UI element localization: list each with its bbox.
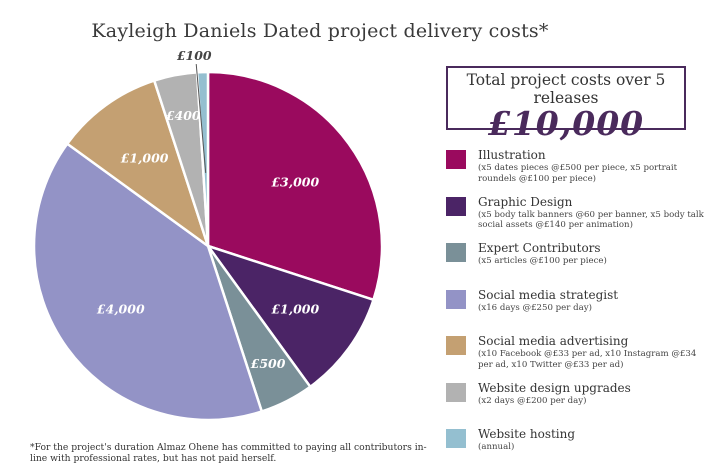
legend-name: Graphic Design (478, 194, 573, 209)
legend-description: (x10 Facebook @£33 per ad, x10 Instagram… (478, 349, 697, 370)
legend-description: (x2 days @£200 per day) (478, 395, 587, 406)
slice-label-social-media-advertising: £1,000 (121, 151, 169, 166)
legend-name: Expert Contributors (478, 241, 601, 255)
pie-slice-graphic-design (204, 243, 376, 389)
slice-label-expert-contributors: £500 (251, 356, 286, 371)
legend-description: (x5 dates pieces @£500 per piece, x5 por… (478, 163, 678, 184)
legend-name: Social media strategist (478, 287, 619, 302)
total-box: Total project costs over 5 releases £10,… (446, 66, 686, 141)
legend-name: Illustration (478, 148, 546, 162)
legend-swatch (446, 382, 466, 402)
total-label: Total project costs over 5 releases (466, 71, 666, 107)
legend-name: Website design upgrades (478, 380, 631, 395)
pie-slice-illustration (206, 70, 384, 302)
legend-name: Social media advertising (478, 334, 629, 348)
pie-slice-social-media-advertising (65, 78, 211, 250)
legend-swatch (446, 429, 466, 448)
pie-slice-social-media-strategist (32, 141, 264, 422)
slice-label-social-media-strategist: £4,000 (97, 301, 145, 316)
legend-swatch (446, 196, 466, 216)
chart-title: Kayleigh Daniels Dated project delivery … (91, 20, 549, 42)
legend-description: (x5 body talk banners @60 per banner, x5… (478, 209, 704, 231)
footnote: *For the project's duration Almaz Ohene … (30, 442, 427, 464)
slice-label-graphic-design: £1,000 (271, 301, 319, 316)
legend-swatch (446, 150, 466, 169)
pie-chart: £3,000 £1,000 £500 £4,000 £1,000 £400 £100 (32, 48, 384, 422)
legend-description: (x5 articles @£100 per piece) (478, 256, 607, 266)
slice-label-website-design-upgrades: £400 (166, 108, 201, 123)
legend-swatch (446, 336, 466, 355)
legend-name: Website hosting (478, 427, 576, 441)
slice-label-illustration: £3,000 (271, 175, 319, 190)
leader-line-website-hosting (195, 64, 207, 173)
total-value: £10,000 (487, 104, 645, 143)
legend-description: (annual) (478, 442, 515, 452)
slice-label-website-hosting: £100 (177, 48, 212, 63)
legend-swatch (446, 289, 466, 309)
legend-description: (x16 days @£250 per day) (478, 302, 592, 313)
legend-swatch (446, 243, 466, 262)
